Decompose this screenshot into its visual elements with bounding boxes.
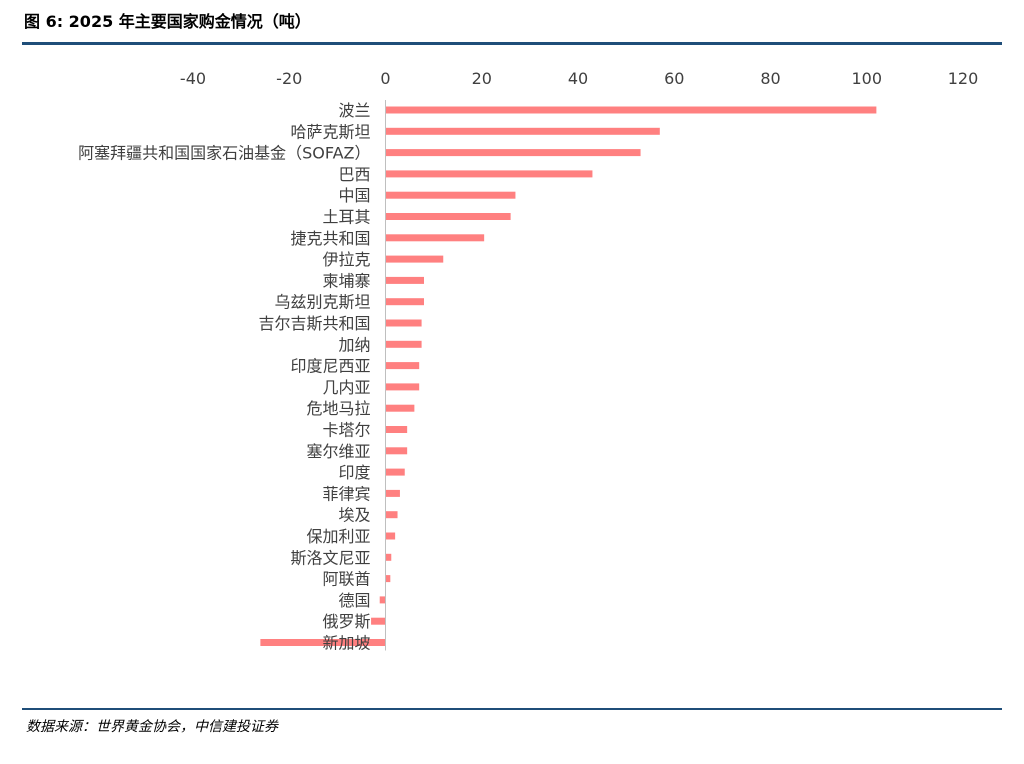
- bar: [385, 298, 424, 306]
- category-label: 德国: [338, 591, 370, 610]
- category-label: 卡塔尔: [322, 421, 370, 440]
- bar: [260, 639, 386, 646]
- bar: [385, 426, 408, 433]
- category-label: 印度尼西亚: [290, 357, 370, 376]
- category-label: 捷克共和国: [290, 229, 370, 248]
- category-label: 印度: [338, 463, 370, 482]
- bar: [385, 191, 516, 199]
- bar: [385, 149, 641, 157]
- category-label: 保加利亚: [306, 527, 370, 546]
- bar: [385, 511, 398, 519]
- x-tick-label: 40: [568, 69, 588, 88]
- category-label: 加纳: [338, 335, 370, 354]
- footer-divider: [22, 708, 1002, 710]
- title-divider: [22, 42, 1002, 45]
- bar: [385, 106, 877, 114]
- bar: [385, 127, 660, 135]
- bar: [385, 575, 391, 583]
- category-label: 巴西: [338, 165, 370, 184]
- bar: [385, 489, 400, 497]
- bar: [385, 170, 593, 178]
- chart-title: 图 6: 2025 年主要国家购金情况（吨）: [24, 12, 311, 31]
- category-label: 几内亚: [322, 378, 370, 397]
- category-label: 菲律宾: [322, 484, 370, 503]
- category-label: 吉尔吉斯共和国: [258, 314, 370, 333]
- bar: [371, 617, 386, 625]
- x-axis-tick-labels: -40 -20 0 20 40 60 80 100 120: [180, 69, 978, 88]
- x-tick-label: -20: [276, 69, 302, 88]
- bar: [385, 319, 422, 327]
- x-tick-label: 100: [851, 69, 882, 88]
- bar: [385, 362, 420, 370]
- category-label: 危地马拉: [306, 399, 370, 418]
- x-tick-label: 120: [948, 69, 979, 88]
- bar: [385, 255, 444, 263]
- category-label: 波兰: [338, 101, 370, 120]
- category-label: 柬埔寨: [322, 271, 370, 290]
- bar: [385, 276, 424, 284]
- category-label: 哈萨克斯坦: [290, 122, 370, 141]
- category-label: 土耳其: [322, 208, 370, 227]
- category-label: 乌兹别克斯坦: [274, 293, 370, 312]
- category-label: 阿联酋: [322, 570, 370, 589]
- category-label: 伊拉克: [322, 250, 370, 269]
- bar: [385, 213, 511, 220]
- bar: [385, 234, 485, 242]
- source-note: 数据来源：世界黄金协会，中信建投证券: [26, 719, 278, 735]
- x-tick-label: -40: [180, 69, 206, 88]
- category-label: 斯洛文尼亚: [290, 548, 370, 567]
- bar: [385, 468, 405, 476]
- bars: [260, 106, 877, 646]
- bar: [385, 340, 422, 348]
- category-label: 俄罗斯: [322, 612, 370, 631]
- x-tick-label: 20: [472, 69, 492, 88]
- x-tick-label: 60: [664, 69, 684, 88]
- x-tick-label: 80: [760, 69, 780, 88]
- category-label: 新加坡: [322, 634, 370, 653]
- bar: [385, 447, 408, 455]
- category-label: 阿塞拜疆共和国国家石油基金（SOFAZ）: [78, 144, 370, 163]
- category-label: 塞尔维亚: [306, 442, 370, 461]
- bar-chart: -40 -20 0 20 40 60 80 100 120 波兰哈萨克斯坦阿塞拜疆共和国国家石油…: [78, 69, 978, 653]
- bar: [379, 596, 386, 604]
- bar: [385, 383, 420, 391]
- bar: [385, 532, 396, 540]
- bar: [385, 553, 392, 561]
- category-label: 中国: [338, 186, 370, 205]
- x-tick-label: 0: [380, 69, 390, 88]
- bar: [385, 404, 415, 412]
- category-label: 埃及: [338, 506, 370, 525]
